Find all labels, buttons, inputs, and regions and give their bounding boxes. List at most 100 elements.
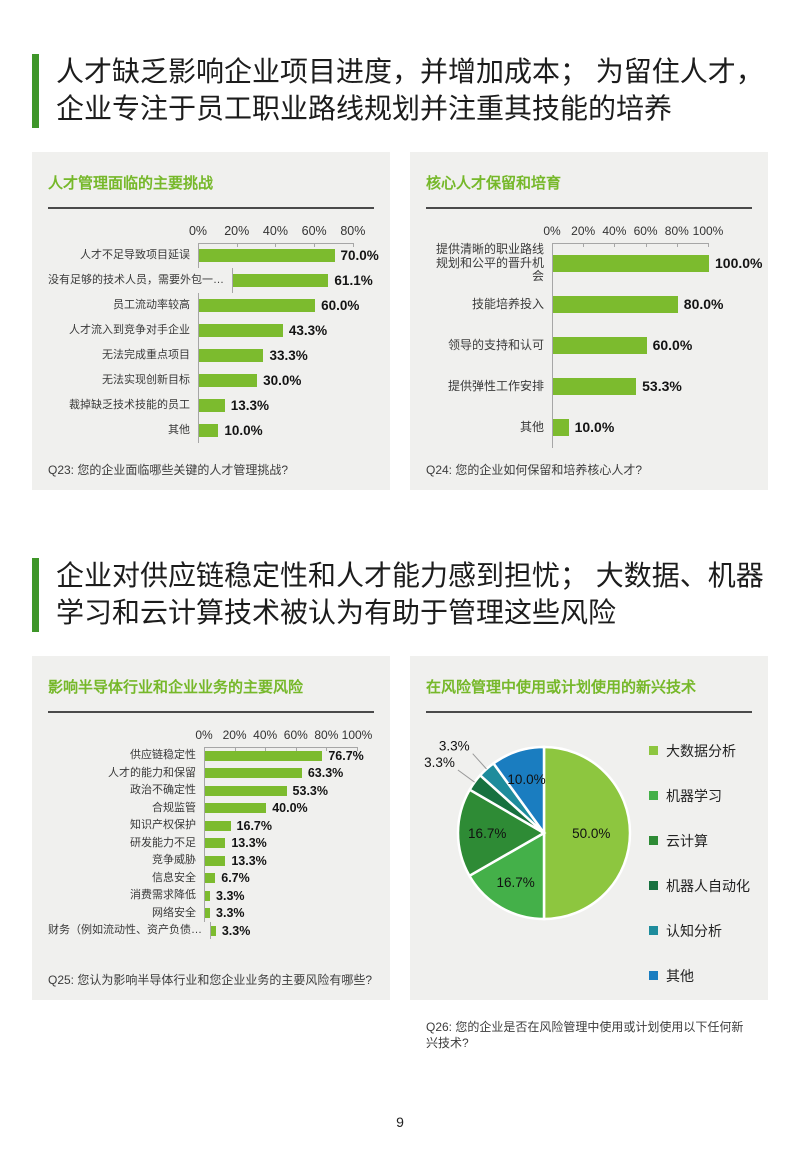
bar <box>553 254 709 272</box>
axis-row: 0% 20% 40% 60% 80% <box>48 221 374 247</box>
axis-tick-label: 20% <box>224 223 250 238</box>
bar-category-label: 其他 <box>519 419 544 434</box>
bar-value-label: 3.3% <box>216 888 245 903</box>
bar-category-label: 员工流动率较高 <box>113 299 190 312</box>
page-number: 9 <box>396 1114 404 1130</box>
axis-tick-mark <box>265 746 267 751</box>
bar <box>553 377 637 395</box>
axis-tick-label: 80% <box>314 727 339 742</box>
axis-tick-label: 60% <box>633 223 658 238</box>
bar <box>199 348 264 362</box>
bar <box>205 768 302 779</box>
bar-row: 其他 10.0% <box>426 406 752 448</box>
bar-category-label: 无法完成重点项目 <box>102 349 190 362</box>
chart-card-talent-challenges: 人才管理面临的主要挑战 0% 20% 40% 60% 80% 人才不足导致项目延误 70.0… <box>32 151 390 490</box>
bar-value-label: 53.3% <box>292 783 328 798</box>
bar-value-label: 13.3% <box>230 397 270 413</box>
bar-row: 网络安全 3.3% <box>48 904 374 922</box>
axis-tick-mark <box>314 242 316 247</box>
bar-category-label: 其他 <box>168 424 190 437</box>
pie-leader-line <box>457 769 475 783</box>
pie-svg: 50.0% 16.7% 16.7% 3.3%3.3% 10.0% <box>424 739 632 921</box>
axis-tick-label: 100% <box>692 223 724 238</box>
bar-chart-industry-risks: 0% 20% 40% 60% 80% 100% 供应链稳定性 76.7% 人才的能力和保留 63.… <box>48 725 374 940</box>
bar-category-label: 无法实现创新目标 <box>102 374 190 387</box>
bar <box>199 323 283 337</box>
bar-row: 信息安全 6.7% <box>48 869 374 887</box>
bar-row: 研发能力不足 13.3% <box>48 834 374 852</box>
bar <box>211 925 216 936</box>
legend-label: 云计算 <box>666 832 708 849</box>
bar-row: 提供弹性工作安排 53.3% <box>426 365 752 407</box>
bar <box>553 418 569 436</box>
bar-row: 裁掉缺乏技术技能的员工 13.3% <box>48 392 374 418</box>
bar-value-label: 33.3% <box>269 347 308 363</box>
pie-leader-line <box>472 753 487 770</box>
legend-swatch <box>649 791 658 801</box>
pie-value-label: 3.3% <box>439 739 470 754</box>
legend-swatch <box>649 971 658 981</box>
divider-line <box>48 206 374 209</box>
bar <box>205 785 287 796</box>
chart-caption: Q25: 您认为影响半导体行业和您企业业务的主要风险有哪些? <box>48 972 373 987</box>
axis-row: 0% 20% 40% 60% 80% 100% <box>48 725 374 751</box>
legend-label: 认知分析 <box>666 922 722 939</box>
bar-value-label: 43.3% <box>288 322 328 338</box>
divider-line <box>426 710 752 713</box>
bar-category-label: 政治不确定性 <box>130 784 196 797</box>
legend-swatch <box>649 746 658 756</box>
bar <box>205 855 226 866</box>
bar <box>205 820 231 831</box>
bar-value-label: 70.0% <box>340 247 379 263</box>
axis-tick-mark <box>583 242 585 247</box>
legend-item: 云计算 <box>649 831 750 851</box>
cards-row-2: 影响半导体行业和企业业务的主要风险 0% 20% 40% 60% 80% 100% 供应链稳… <box>32 655 768 1050</box>
bar-value-label: 13.3% <box>231 853 267 868</box>
bar-category-label: 提供弹性工作安排 <box>447 378 544 393</box>
chart-caption: Q23: 您的企业面临哪些关键的人才管理挑战? <box>48 462 289 477</box>
axis-tick-mark <box>357 746 358 751</box>
chart-title: 人才管理面临的主要挑战 <box>48 174 214 192</box>
legend-swatch <box>649 881 658 891</box>
bar-row: 竞争威胁 13.3% <box>48 851 374 870</box>
pie-value-label: 50.0% <box>572 826 610 841</box>
axis-tick-label: 80% <box>664 223 689 238</box>
pie-chart-emerging-tech: 50.0% 16.7% 16.7% 3.3% 3.3% 10.0% 大数据分析 机器学习 云计… <box>424 727 752 1011</box>
bar <box>199 298 316 312</box>
bar-value-label: 80.0% <box>683 296 724 313</box>
axis-tick-label: 0% <box>543 223 561 238</box>
bar-category-label: 技能培养投入 <box>471 296 544 311</box>
bar-chart-talent-retention: 0% 20% 40% 60% 80% 100% 提供清晰的职业路线规划和公平的晋升机会 100… <box>426 221 762 448</box>
bar-row: 员工流动率较高 60.0% <box>48 292 374 318</box>
bar-row: 供应链稳定性 76.7% <box>48 746 374 765</box>
bar-row: 知识产权保护 16.7% <box>48 816 374 835</box>
bar <box>199 248 335 262</box>
cards-row-1: 人才管理面临的主要挑战 0% 20% 40% 60% 80% 人才不足导致项目延误 70.0… <box>32 151 768 490</box>
legend-label: 大数据分析 <box>666 742 736 759</box>
bar-row: 技能培养投入 80.0% <box>426 283 752 325</box>
chart-card-emerging-tech: 在风险管理中使用或计划使用的新兴技术 50.0% 16.7% 16.7% 3.3% 3.… <box>410 655 768 1050</box>
bar-row: 人才的能力和保留 63.3% <box>48 764 374 782</box>
bar-category-label: 裁掉缺乏技术技能的员工 <box>69 399 190 412</box>
bar <box>199 423 219 437</box>
bar-row: 提供清晰的职业路线规划和公平的晋升机会 100.0% <box>426 242 762 284</box>
headline-text: 企业对供应链稳定性和人才能力感到担忧； 大数据、机器学习和云计算技术被认为有助于… <box>56 559 764 628</box>
bar <box>205 750 323 761</box>
legend-label: 其他 <box>666 967 694 984</box>
legend-swatch <box>649 926 658 936</box>
legend-label: 机器人自动化 <box>666 877 750 894</box>
axis-tick-label: 60% <box>283 727 308 742</box>
axis-tick-label: 0% <box>188 223 208 238</box>
axis-tick-mark <box>676 242 678 247</box>
pie-svg-container: 50.0% 16.7% 16.7% 3.3% 3.3% 10.0% <box>424 727 646 940</box>
pie-slice <box>542 745 632 921</box>
divider-line <box>426 206 752 209</box>
chart-title: 在风险管理中使用或计划使用的新兴技术 <box>426 678 697 696</box>
bar-category-label: 网络安全 <box>152 906 196 919</box>
pie-value-label: 16.7% <box>496 875 534 890</box>
bar-row: 人才不足导致项目延误 70.0% <box>48 242 379 268</box>
pie-slice <box>456 787 547 878</box>
chart-caption: Q24: 您的企业如何保留和培养核心人才? <box>426 462 643 477</box>
pie-value-label: 10.0% <box>507 772 545 787</box>
axis-tick-label: 40% <box>262 223 288 238</box>
